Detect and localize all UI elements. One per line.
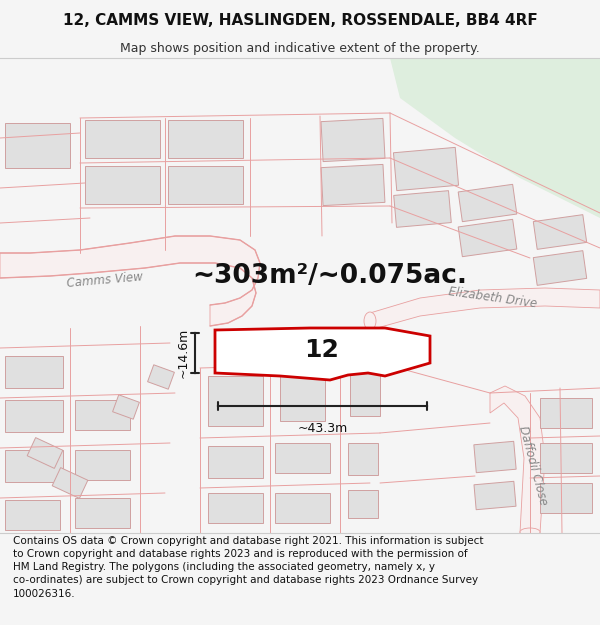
Bar [275,443,330,473]
Bar [275,493,330,523]
Text: 12: 12 [305,338,340,362]
Text: ~14.6m: ~14.6m [177,328,190,378]
Bar [5,450,63,482]
Bar [168,166,243,204]
Ellipse shape [520,528,540,536]
Bar [208,376,263,426]
Polygon shape [113,395,139,419]
Text: Contains OS data © Crown copyright and database right 2021. This information is : Contains OS data © Crown copyright and d… [13,536,484,599]
Bar [75,400,130,430]
Polygon shape [0,236,260,326]
Bar [208,493,263,523]
Polygon shape [52,468,88,498]
Polygon shape [394,148,458,191]
Bar [75,498,130,528]
Bar [85,166,160,204]
Polygon shape [321,164,385,206]
Polygon shape [27,438,63,468]
Bar [348,443,378,475]
Text: Daffodil Close: Daffodil Close [516,425,550,507]
Polygon shape [458,184,517,222]
Bar [208,446,263,478]
Polygon shape [370,288,600,330]
Bar [280,373,325,421]
Bar [5,400,63,432]
Text: ~303m²/~0.075ac.: ~303m²/~0.075ac. [193,263,467,289]
Polygon shape [474,441,516,472]
Polygon shape [458,219,517,257]
Polygon shape [148,365,175,389]
Polygon shape [321,118,385,162]
Polygon shape [533,251,587,286]
Text: ~43.3m: ~43.3m [298,422,347,435]
Bar [350,371,380,416]
Polygon shape [533,214,587,249]
Bar [85,120,160,158]
Ellipse shape [364,312,376,330]
Text: Camms View: Camms View [67,270,143,290]
Bar [168,120,243,158]
Polygon shape [390,58,600,218]
Text: 12, CAMMS VIEW, HASLINGDEN, ROSSENDALE, BB4 4RF: 12, CAMMS VIEW, HASLINGDEN, ROSSENDALE, … [62,12,538,28]
Text: Map shows position and indicative extent of the property.: Map shows position and indicative extent… [120,42,480,55]
Bar [75,450,130,480]
Text: Elizabeth Drive: Elizabeth Drive [448,286,538,311]
Polygon shape [474,481,516,510]
Polygon shape [490,386,545,533]
Bar [540,483,592,513]
Polygon shape [215,328,430,380]
Polygon shape [394,191,451,228]
Bar [540,443,592,473]
Bar [5,500,60,530]
Bar [348,490,378,518]
Bar [540,398,592,428]
Bar [5,356,63,388]
Bar [5,123,70,168]
